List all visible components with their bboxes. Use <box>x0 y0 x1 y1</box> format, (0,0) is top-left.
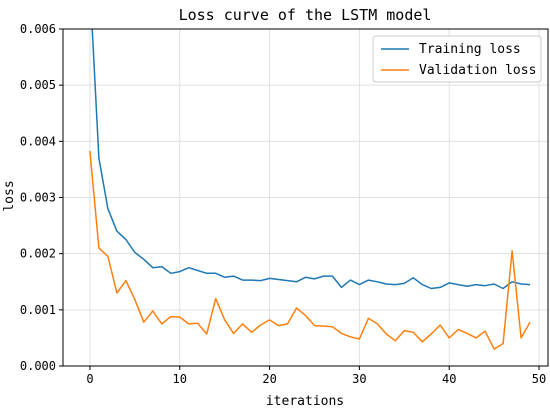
x-tick-label: 0 <box>86 372 93 386</box>
x-tick-label: 50 <box>532 372 546 386</box>
series-layer <box>89 29 531 350</box>
series-line-training-loss <box>91 29 531 290</box>
x-tick-label: 10 <box>173 372 187 386</box>
x-tick-label: 40 <box>442 372 456 386</box>
y-axis-title: loss <box>2 180 17 211</box>
y-tick-label: 0.005 <box>20 78 56 92</box>
y-tick-label: 0.001 <box>20 303 56 317</box>
y-tick-label: 0.000 <box>20 359 56 373</box>
y-tick-label: 0.002 <box>20 247 56 261</box>
chart-title: Loss curve of the LSTM model <box>179 6 432 24</box>
y-tick-label: 0.004 <box>20 134 56 148</box>
y-tick-label: 0.006 <box>20 22 56 36</box>
legend-box <box>372 35 542 83</box>
ticks: 0 10 20 30 40 50 0.000 0.001 0.002 0.003 0.004 0.00… <box>20 22 546 386</box>
series-line-validation-loss <box>89 150 531 350</box>
x-tick-label: 30 <box>352 372 366 386</box>
legend: Training loss Validation loss <box>372 35 542 83</box>
x-axis-title: iterations <box>266 394 344 409</box>
legend-label: Training loss <box>419 42 521 57</box>
x-tick-label: 20 <box>262 372 276 386</box>
legend-label: Validation loss <box>419 63 536 78</box>
y-tick-label: 0.003 <box>20 191 56 205</box>
